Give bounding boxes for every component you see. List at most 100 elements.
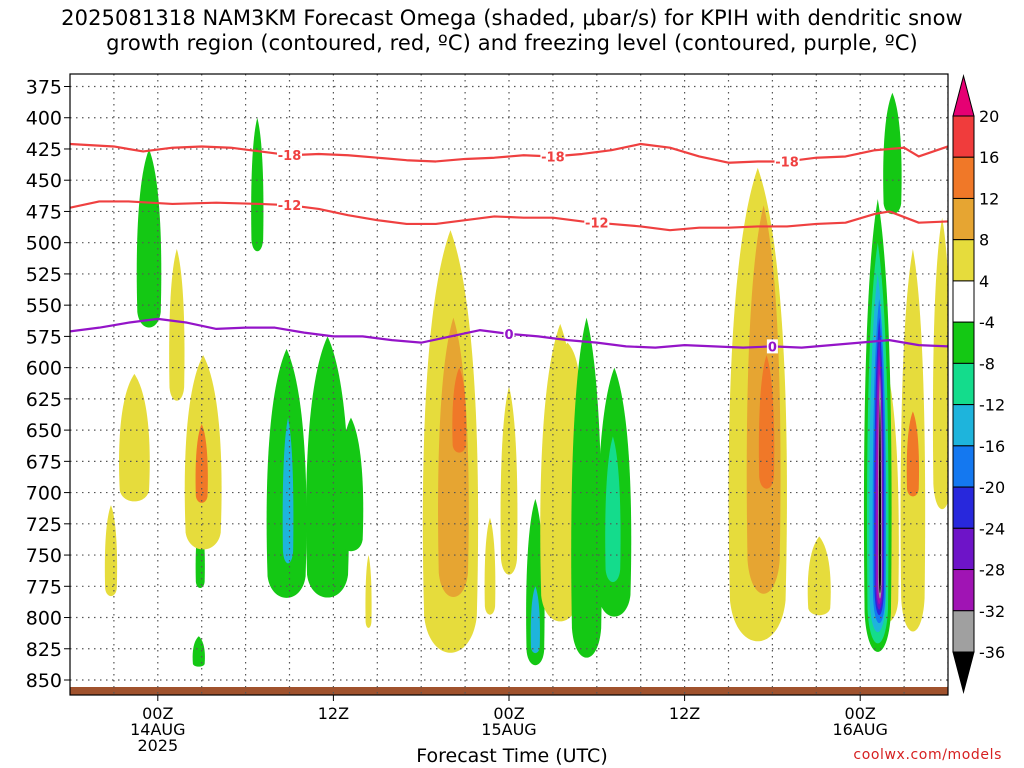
colorbar-box-12 [952,569,975,612]
contour-label-bg-minus18-0 [277,148,302,163]
omega-region-5 [338,417,364,552]
y-tick-label-6: 525 [26,264,62,286]
contour-label-bg-minus18-1 [540,149,566,164]
x-tick-label-2-0: 00Z [493,704,524,723]
terrain-strip [70,687,948,695]
colorbar-label-9: -20 [979,478,1005,497]
colorbar-bottom-arrow [952,651,975,694]
omega-region-20 [530,586,540,654]
y-tick-label-10: 625 [26,389,62,411]
colorbar-box-6 [952,321,975,364]
contour-label-bg-minus12-1 [584,215,610,230]
contour-label-bg-freezing0-1 [766,339,778,354]
credit-link[interactable]: coolwx.com/models [853,747,1002,763]
colorbar-label-2: 12 [979,189,999,208]
omega-region-31 [932,217,948,510]
plot-content: -18 -18 -18 -12 -12 0 0 [70,74,948,695]
omega-region-33 [906,411,920,497]
x-tick-label-4-1: 16AUG [832,720,887,739]
omega-region-28 [758,355,775,489]
y-tick-label-0: 375 [26,76,62,98]
colorbar-label-10: -24 [979,519,1005,538]
colorbar-box-11 [952,527,975,571]
y-tick-label-2: 425 [26,139,62,161]
omega-region-3 [282,417,294,564]
x-tick-label-4-0: 00Z [845,704,876,723]
y-tick-label-1: 400 [26,108,62,130]
omega-region-9 [119,373,150,502]
y-tick-label-14: 725 [26,514,62,536]
contour-label-bg-minus12-0 [277,198,302,213]
contour-label-minus18-2: -18 [775,155,799,170]
omega-region-25 [605,436,621,583]
contour-label-bg-freezing0-0 [503,326,515,341]
colorbar-label-12: -32 [979,602,1005,621]
x-tick-label-1-0: 12Z [318,704,349,723]
colorbar-box-13 [952,610,975,653]
omega-region-22 [555,342,580,416]
omega-region-34 [883,92,902,215]
colorbar-label-7: -12 [979,396,1005,415]
colorbar-box-5 [952,280,975,323]
y-tick-label-16: 775 [26,576,62,598]
colorbar-box-10 [952,486,975,529]
y-tick-label-3: 450 [26,170,62,192]
y-tick-label-9: 600 [26,358,62,380]
x-tick-label-3-0: 12Z [669,704,700,723]
y-tick-label-5: 500 [26,233,62,255]
colorbar-label-4: 4 [979,272,989,291]
contour-label-freezing0-1: 0 [768,340,777,355]
contour-label-minus12-1: -12 [585,217,609,232]
colorbar-box-9 [952,445,975,488]
omega-region-7 [192,636,205,667]
x-tick-label-0-1: 14AUG [130,720,185,739]
omega-region-16 [452,367,467,453]
x-tick-label-2-1: 15AUG [481,720,536,739]
colorbar-box-4 [952,239,975,282]
contour-label-minus12-0: -12 [278,199,302,214]
colorbar-box-3 [952,197,975,241]
omega-region-8 [104,505,118,597]
omega-region-13 [365,555,372,628]
omega-region-23 [571,317,602,658]
colorbar-label-8: -16 [979,437,1005,456]
chart-title-line1: 2025081318 NAM3KM Forecast Omega (shaded… [61,6,963,30]
omega-region-18 [500,386,518,575]
omega-region-19 [526,498,545,666]
y-tick-label-4: 475 [26,201,62,223]
contour-label-minus18-0: -18 [278,149,302,164]
colorbar: 20 16 12 8 4 -4 -8 -12 -16 -20 -24 -28 -32 -36 [952,74,1005,694]
colorbar-box-2 [952,156,975,199]
y-tick-label-13: 700 [26,483,62,505]
y-tick-label-12: 675 [26,451,62,473]
x-tick-label-0-2: 2025 [137,736,178,755]
plot-area: -18 -18 -18 -12 -12 0 0 [70,74,948,695]
omega-region-1 [251,117,264,252]
omega-region-10 [169,248,185,401]
colorbar-top-arrow [952,74,975,117]
colorbar-label-11: -28 [979,561,1005,580]
omega-region-12 [195,423,208,503]
contour-minus12 [70,200,948,232]
x-tick-label-0-0: 00Z [142,704,173,723]
contour-label-bg-minus18-2 [774,154,800,169]
omega-region-43 [878,398,882,594]
omega-region-4 [306,336,350,598]
y-tick-label-15: 750 [26,545,62,567]
colorbar-label-1: 16 [979,148,999,167]
y-tick-label-11: 650 [26,420,62,442]
colorbar-box-1 [952,115,975,158]
contour-label-minus18-1: -18 [541,150,565,165]
y-tick-label-7: 550 [26,295,62,317]
colorbar-label-0: 20 [979,107,999,126]
y-tick-label-18: 825 [26,639,62,661]
colorbar-label-13: -36 [979,643,1005,662]
y-tick-label-8: 575 [26,326,62,348]
omega-region-17 [484,517,496,615]
colorbar-label-5: -4 [979,313,995,332]
x-axis-label: Forecast Time (UTC) [416,745,608,767]
colorbar-box-7 [952,362,975,406]
chart-title-line2: growth region (contoured, red, ºC) and f… [106,31,918,55]
contour-label-freezing0-0: 0 [504,328,513,343]
